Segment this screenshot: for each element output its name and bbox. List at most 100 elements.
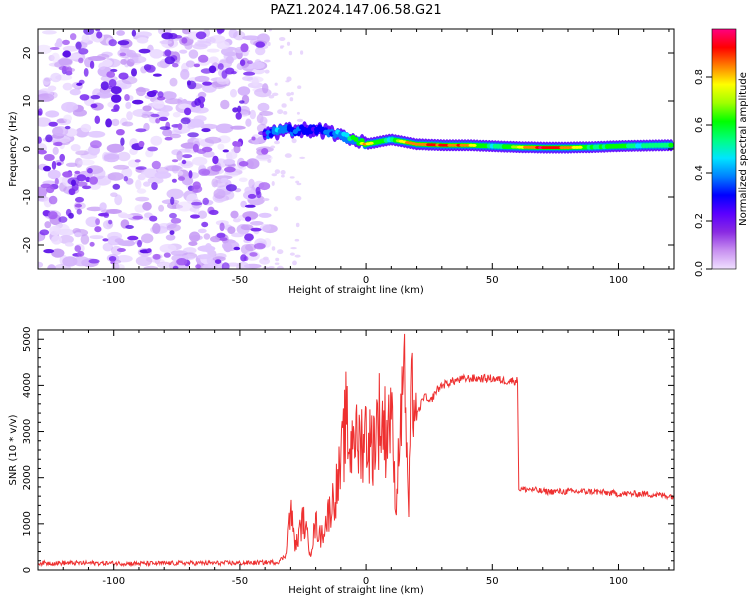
noise-speck bbox=[271, 173, 278, 177]
noise-blob bbox=[149, 49, 164, 59]
noise-blob bbox=[252, 77, 259, 86]
noise-blob bbox=[51, 235, 63, 245]
noise-speck bbox=[290, 247, 297, 250]
noise-blob bbox=[103, 153, 120, 163]
noise-blob bbox=[238, 177, 248, 183]
noise-blob-strong bbox=[108, 39, 117, 47]
noise-blob bbox=[154, 171, 172, 179]
noise-blob-strong bbox=[195, 264, 202, 269]
noise-blob bbox=[63, 114, 72, 123]
snr-ytick-label: 0 bbox=[22, 567, 33, 573]
noise-blob-strong bbox=[74, 203, 82, 208]
noise-blob bbox=[45, 110, 60, 118]
noise-blob bbox=[249, 221, 264, 226]
noise-blob bbox=[227, 226, 236, 235]
noise-speck bbox=[268, 266, 275, 269]
noise-blob bbox=[51, 248, 65, 258]
noise-blob bbox=[233, 30, 246, 41]
figure-title: PAZ1.2024.147.06.58.G21 bbox=[270, 3, 441, 18]
noise-speck bbox=[290, 91, 294, 96]
noise-blob-strong bbox=[225, 67, 235, 75]
noise-blob-strong bbox=[38, 136, 42, 144]
spectrogram-ytick-label: 0 bbox=[22, 146, 33, 152]
noise-blob-strong bbox=[243, 71, 256, 76]
noise-blob-strong bbox=[145, 64, 156, 73]
noise-blob-strong bbox=[74, 245, 82, 252]
noise-blob-strong bbox=[62, 50, 71, 58]
noise-blob bbox=[244, 186, 254, 195]
noise-blob-strong bbox=[76, 82, 83, 86]
noise-blob-strong bbox=[214, 259, 222, 264]
noise-blob-strong bbox=[233, 246, 241, 251]
noise-speck bbox=[275, 257, 280, 262]
noise-blob bbox=[249, 109, 256, 120]
noise-blob-strong bbox=[138, 48, 151, 54]
noise-blob bbox=[47, 169, 61, 180]
noise-blob bbox=[96, 91, 113, 99]
spectrogram-xtick-label: 100 bbox=[609, 275, 628, 286]
noise-blob bbox=[44, 221, 52, 229]
noise-blob-strong bbox=[59, 153, 65, 162]
noise-blob bbox=[52, 126, 69, 137]
ridge-cell bbox=[298, 124, 305, 130]
noise-blob-strong bbox=[64, 125, 71, 130]
noise-blob bbox=[51, 52, 60, 63]
noise-speck bbox=[277, 109, 284, 115]
snr-xtick-label: 0 bbox=[363, 576, 369, 587]
noise-blob-strong bbox=[217, 29, 223, 35]
noise-blob bbox=[203, 233, 211, 240]
spectrogram-xtick-label: -100 bbox=[102, 275, 125, 286]
noise-blob bbox=[214, 175, 233, 180]
noise-blob-strong bbox=[180, 117, 191, 125]
noise-blob-strong bbox=[152, 253, 161, 260]
noise-speck bbox=[272, 92, 279, 97]
noise-blob bbox=[137, 173, 146, 181]
noise-blob-strong bbox=[164, 49, 172, 57]
noise-speck bbox=[295, 180, 300, 184]
noise-blob-strong bbox=[49, 47, 60, 50]
noise-blob bbox=[188, 49, 199, 59]
noise-blob bbox=[206, 48, 220, 53]
noise-blob bbox=[38, 117, 52, 127]
noise-blob-strong bbox=[76, 208, 83, 215]
noise-blob bbox=[221, 46, 239, 57]
noise-blob bbox=[102, 59, 113, 67]
noise-blob bbox=[169, 77, 178, 87]
noise-blob bbox=[200, 123, 218, 130]
ridge-cell bbox=[577, 145, 583, 149]
noise-blob-strong bbox=[238, 161, 249, 167]
noise-blob bbox=[125, 101, 132, 109]
noise-speck bbox=[283, 111, 288, 115]
noise-blob-strong bbox=[216, 232, 226, 239]
noise-blob bbox=[237, 86, 251, 96]
noise-blob-strong bbox=[38, 149, 47, 155]
noise-blob-strong bbox=[75, 196, 84, 203]
noise-blob bbox=[38, 261, 44, 268]
spectrogram-xlabel: Height of straight line (km) bbox=[288, 285, 424, 296]
noise-blob bbox=[201, 263, 216, 269]
ridge-cell bbox=[471, 143, 477, 147]
noise-speck bbox=[289, 252, 295, 256]
noise-speck bbox=[268, 29, 272, 32]
noise-blob-strong bbox=[151, 160, 161, 170]
noise-blob bbox=[110, 192, 118, 197]
noise-blob-strong bbox=[54, 178, 59, 185]
noise-blob bbox=[169, 133, 182, 139]
noise-blob-strong bbox=[255, 41, 265, 48]
noise-blob-strong bbox=[47, 211, 58, 220]
noise-blob bbox=[248, 178, 255, 188]
snr-ytick-label: 1000 bbox=[22, 511, 33, 536]
noise-blob bbox=[255, 46, 266, 56]
noise-speck bbox=[294, 254, 301, 258]
noise-blob-strong bbox=[125, 225, 134, 229]
noise-field bbox=[38, 29, 306, 269]
noise-blob-strong bbox=[123, 176, 128, 182]
noise-speck bbox=[267, 159, 272, 163]
noise-blob bbox=[245, 118, 252, 127]
colorbar-tick-label: 0.8 bbox=[694, 69, 705, 85]
noise-blob bbox=[215, 123, 234, 134]
noise-blob-strong bbox=[147, 146, 159, 152]
noise-blob-strong bbox=[191, 201, 203, 206]
snr-ytick-label: 2000 bbox=[22, 465, 33, 490]
